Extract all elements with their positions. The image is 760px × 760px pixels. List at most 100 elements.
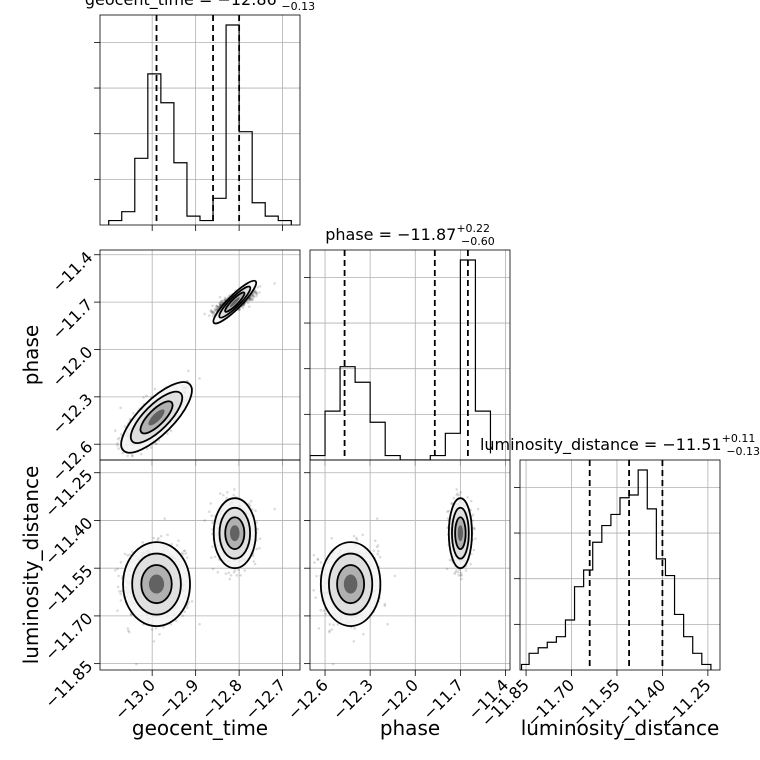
sample-point [352, 534, 356, 538]
sample-point [154, 627, 158, 630]
sample-point [466, 496, 469, 499]
sample-point [254, 290, 257, 294]
sample-point [249, 296, 253, 299]
sample-point [255, 294, 258, 298]
sample-point [210, 310, 213, 314]
sample-point [336, 623, 340, 626]
sample-point [355, 538, 359, 542]
sample-point [453, 572, 456, 575]
sample-point [152, 640, 156, 643]
sample-point [251, 508, 254, 511]
sample-point [169, 429, 173, 433]
density-contour [148, 574, 165, 594]
sample-point [213, 555, 217, 559]
sample-point [223, 297, 227, 301]
sample-point [457, 574, 460, 577]
sample-point [273, 282, 276, 285]
sample-point [131, 453, 134, 457]
sample-point [233, 488, 236, 491]
sample-point [228, 577, 232, 581]
sample-point [113, 429, 117, 432]
sample-point [129, 613, 133, 617]
sample-point [162, 625, 165, 629]
sample-point [218, 295, 222, 299]
sample-point [232, 570, 236, 574]
sample-point [224, 572, 228, 575]
sample-point [319, 561, 323, 564]
sample-point [219, 302, 222, 306]
sample-point [211, 304, 214, 307]
sample-point [221, 299, 224, 303]
sample-point [212, 312, 216, 315]
sample-point [209, 309, 213, 313]
y-tick-label: −11.70 [41, 609, 96, 664]
sample-point [132, 411, 135, 415]
y-tick-label: −11.4 [48, 248, 96, 296]
sample-point [119, 592, 122, 596]
sample-point [476, 507, 480, 511]
sample-point [254, 509, 257, 512]
sample-point [226, 491, 229, 494]
sample-point [313, 561, 316, 564]
sample-point [185, 556, 189, 559]
density-contour [457, 525, 464, 542]
sample-point [116, 585, 120, 589]
sample-point [255, 292, 259, 296]
sample-point [450, 502, 454, 505]
sample-point [215, 304, 218, 308]
sample-point [473, 527, 476, 531]
x-tick-label: −12.3 [329, 675, 377, 723]
sample-point [255, 292, 258, 295]
sample-point [469, 499, 473, 503]
sample-point [242, 303, 246, 307]
sample-point [145, 394, 148, 398]
sample-point [252, 560, 256, 563]
histogram-geocent_time: geocent_time = −12.86+0.06−0.13 [85, 0, 315, 231]
x-tick-label: −12.6 [284, 675, 332, 723]
sample-point [158, 632, 161, 636]
sample-point [255, 547, 259, 551]
sample-point [376, 552, 380, 556]
sample-point [215, 307, 219, 311]
y-tick-label: −11.85 [41, 657, 96, 712]
sample-point [464, 569, 468, 572]
sample-point [457, 493, 461, 497]
sample-point [459, 491, 463, 494]
density-contour [229, 297, 240, 307]
sample-point [255, 521, 259, 524]
sample-point [116, 441, 119, 445]
sample-point [258, 285, 262, 288]
sample-point [249, 499, 253, 503]
sample-point [251, 292, 255, 296]
sample-point [118, 590, 121, 593]
sample-point [123, 425, 127, 428]
title-plus: +0.11 [722, 432, 756, 445]
sample-point [315, 574, 318, 578]
sample-point [211, 521, 214, 524]
sample-point [219, 301, 222, 305]
sample-point [221, 493, 225, 497]
sample-point [219, 300, 223, 303]
sample-point [256, 527, 260, 531]
sample-point [174, 619, 178, 623]
histogram-step [108, 24, 292, 225]
sample-point [250, 298, 254, 302]
sample-point [128, 553, 132, 556]
sample-point [131, 550, 134, 554]
sample-point [445, 567, 449, 571]
sample-point [153, 387, 157, 391]
sample-point [316, 558, 320, 562]
sample-point [252, 296, 256, 299]
y-axis-label-luminosity_distance: luminosity_distance [19, 466, 43, 665]
sample-point [319, 608, 323, 612]
panel-frame [99, 14, 301, 226]
sample-point [247, 305, 251, 308]
sample-point [251, 293, 255, 296]
sample-points [312, 488, 480, 666]
sample-point [472, 548, 476, 552]
sample-point [332, 623, 335, 627]
sample-point [460, 573, 463, 577]
sample-point [246, 301, 250, 305]
sample-point [169, 623, 173, 626]
sample-point [233, 569, 237, 572]
